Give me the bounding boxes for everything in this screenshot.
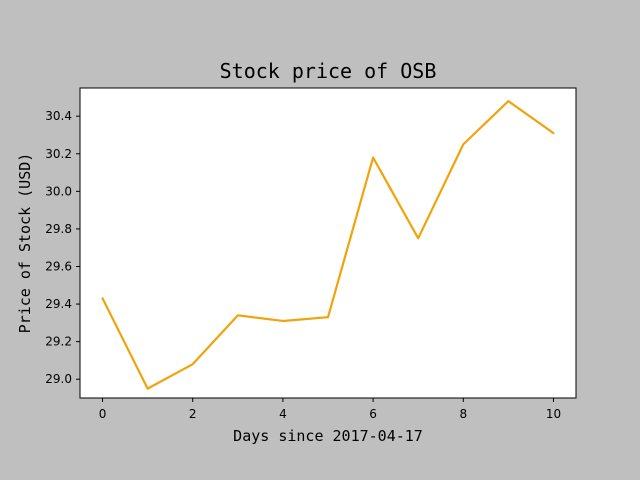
series-group xyxy=(101,100,555,390)
x-tick-label: 2 xyxy=(189,407,197,421)
x-tick-label: 10 xyxy=(546,407,561,421)
y-tick-label: 30.4 xyxy=(45,109,72,123)
x-tick-label: 4 xyxy=(279,407,287,421)
x-axis-label: Days since 2017-04-17 xyxy=(233,427,423,445)
y-tick-label: 29.8 xyxy=(45,222,72,236)
y-tick-label: 29.0 xyxy=(45,372,72,386)
y-tick-label: 29.6 xyxy=(45,259,72,273)
x-tick-label: 0 xyxy=(99,407,107,421)
y-axis: 29.0 29.2 29.4 29.6 29.8 30.0 30.2 30.4 xyxy=(45,109,80,386)
y-tick-label: 30.0 xyxy=(45,184,72,198)
x-tick-label: 6 xyxy=(369,407,377,421)
y-tick-label: 29.2 xyxy=(45,335,72,349)
y-tick-label: 29.4 xyxy=(45,297,72,311)
x-tick-label: 8 xyxy=(459,407,467,421)
y-tick-label: 30.2 xyxy=(45,147,72,161)
chart-title: Stock price of OSB xyxy=(220,59,437,83)
plot-area xyxy=(79,87,577,399)
y-axis-label: Price of Stock (USD) xyxy=(16,153,34,334)
x-axis: 0 2 4 6 8 10 xyxy=(99,398,561,421)
